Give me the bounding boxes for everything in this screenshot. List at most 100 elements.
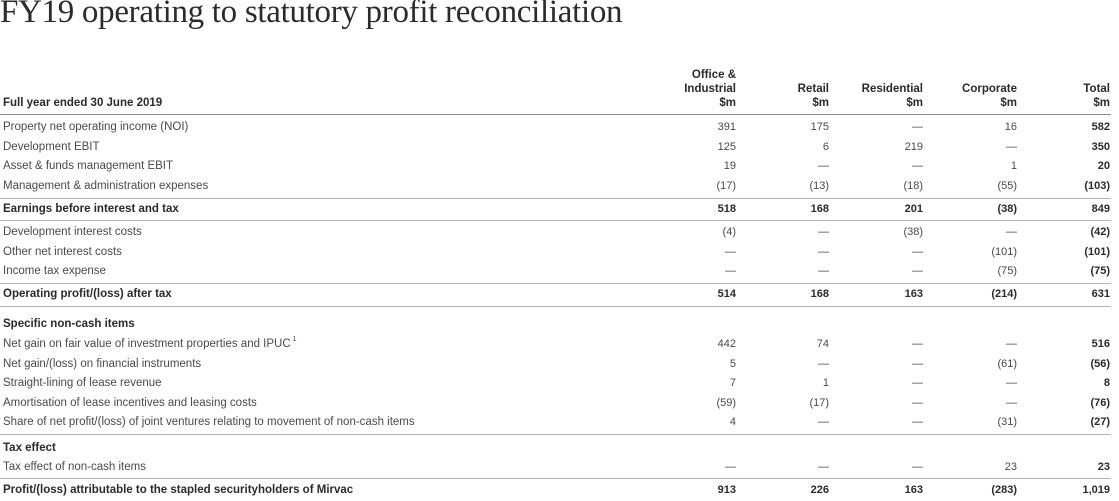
cell-retail: 1 (822, 377, 829, 389)
row-label: Amortisation of lease incentives and lea… (3, 397, 257, 409)
cell-office-industrial: (4) (722, 226, 736, 238)
column-header-retail: Retail $m (797, 83, 829, 109)
table-row: Management & administration expenses (17)… (0, 178, 1111, 197)
cell-residential: — (912, 397, 923, 409)
cell-office-industrial: 442 (717, 338, 736, 350)
cell-corporate: (75) (997, 265, 1017, 277)
cell-retail: — (818, 358, 829, 370)
table-row: Net gain on fair value of investment pro… (0, 336, 1111, 355)
cell-office-industrial: — (725, 461, 736, 473)
row-label-text: Development EBIT (3, 141, 100, 153)
cell-total: (27) (1090, 416, 1110, 428)
cell-residential: 163 (904, 288, 923, 300)
cell-corporate: — (1006, 141, 1017, 153)
row-label-text: Asset & funds management EBIT (3, 160, 174, 172)
cell-office-industrial: 125 (717, 141, 736, 153)
cell-residential: — (912, 461, 923, 473)
row-label-text: Specific non-cash items (3, 318, 135, 330)
cell-retail: 168 (810, 288, 829, 300)
table-row: Share of net profit/(loss) of joint vent… (0, 414, 1111, 433)
row-label-text: Property net operating income (NOI) (3, 121, 189, 133)
cell-residential: — (912, 377, 923, 389)
cell-office-industrial: — (725, 265, 736, 277)
row-label: Management & administration expenses (3, 180, 208, 192)
row-label: Profit/(loss) attributable to the staple… (3, 484, 353, 496)
cell-retail: — (818, 160, 829, 172)
table-row: Straight-lining of lease revenue 7 1 — — 8 (0, 375, 1111, 394)
row-label: Straight-lining of lease revenue (3, 377, 162, 389)
row-label-text: Development interest costs (3, 226, 142, 238)
row-divider (0, 434, 1111, 435)
row-divider (0, 306, 1111, 307)
cell-retail: 74 (816, 338, 829, 350)
table-row: Earnings before interest and tax 518 168 20… (0, 201, 1111, 220)
cell-corporate: — (1006, 226, 1017, 238)
section-heading: Tax effect (0, 440, 1111, 459)
cell-retail: — (818, 265, 829, 277)
cell-retail: 175 (810, 121, 829, 133)
row-label: Specific non-cash items (3, 318, 135, 330)
cell-corporate: (61) (997, 358, 1017, 370)
row-label-text: Share of net profit/(loss) of joint vent… (3, 416, 415, 428)
cell-residential: — (912, 416, 923, 428)
row-label: Operating profit/(loss) after tax (3, 288, 172, 300)
table-row: Amortisation of lease incentives and lea… (0, 395, 1111, 414)
row-label: Tax effect (3, 442, 56, 454)
cell-retail: 226 (810, 484, 829, 496)
cell-corporate: 1 (1010, 160, 1017, 172)
cell-office-industrial: 514 (717, 288, 736, 300)
cell-total: (76) (1090, 397, 1110, 409)
cell-corporate: (55) (997, 180, 1017, 192)
cell-corporate: (101) (991, 246, 1017, 258)
header-row-label: Full year ended 30 June 2019 (3, 97, 163, 109)
cell-residential: — (912, 358, 923, 370)
column-header-residential: Residential $m (861, 83, 923, 109)
header-divider (0, 114, 1111, 115)
cell-corporate: — (1006, 338, 1017, 350)
table-row: Operating profit/(loss) after tax 514 168 1… (0, 286, 1111, 305)
cell-total: (42) (1090, 226, 1110, 238)
cell-retail: (13) (809, 180, 829, 192)
cell-total: 23 (1097, 461, 1110, 473)
row-label-text: Net gain on fair value of investment pro… (3, 338, 291, 350)
row-divider (0, 220, 1111, 221)
cell-corporate: (283) (991, 484, 1017, 496)
cell-residential: (18) (903, 180, 923, 192)
row-label-text: Amortisation of lease incentives and lea… (3, 397, 257, 409)
cell-office-industrial: 518 (717, 203, 736, 215)
cell-office-industrial: 19 (723, 160, 736, 172)
cell-retail: — (818, 226, 829, 238)
cell-residential: 163 (904, 484, 923, 496)
cell-office-industrial: 5 (729, 358, 736, 370)
row-label: Net gain/(loss) on financial instruments (3, 358, 201, 370)
cell-retail: — (818, 461, 829, 473)
column-header-total: Total $m (1083, 83, 1110, 109)
row-label: Property net operating income (NOI) (3, 121, 188, 133)
row-label: Other net interest costs (3, 246, 122, 258)
row-label-text: Tax effect (3, 442, 56, 454)
cell-total: 516 (1091, 338, 1110, 350)
table-row: Development EBIT 125 6 219 — 350 (0, 139, 1111, 158)
row-divider (0, 283, 1111, 284)
section-heading: Specific non-cash items (0, 316, 1111, 335)
cell-residential: — (912, 246, 923, 258)
cell-office-industrial: 391 (717, 121, 736, 133)
row-label: Asset & funds management EBIT (3, 160, 173, 172)
cell-total: 631 (1091, 288, 1110, 300)
row-label: Development EBIT (3, 141, 100, 153)
cell-office-industrial: (59) (716, 397, 736, 409)
row-label-text: Tax effect of non-cash items (3, 461, 146, 473)
row-label-text: Net gain/(loss) on financial instruments (3, 358, 202, 370)
cell-total: 350 (1091, 141, 1110, 153)
row-label-text: Straight-lining of lease revenue (3, 377, 162, 389)
row-label-text: Other net interest costs (3, 246, 122, 258)
table-row: Other net interest costs — — — (101) (101) (0, 244, 1111, 263)
cell-total: 8 (1103, 377, 1110, 389)
table-row: Property net operating income (NOI) 391 17… (0, 119, 1111, 138)
row-label-text: Earnings before interest and tax (3, 203, 179, 215)
cell-office-industrial: (17) (716, 180, 736, 192)
table-row: Net gain/(loss) on financial instruments… (0, 356, 1111, 375)
cell-total: (103) (1084, 180, 1110, 192)
cell-residential: (38) (903, 226, 923, 238)
cell-residential: 201 (904, 203, 923, 215)
